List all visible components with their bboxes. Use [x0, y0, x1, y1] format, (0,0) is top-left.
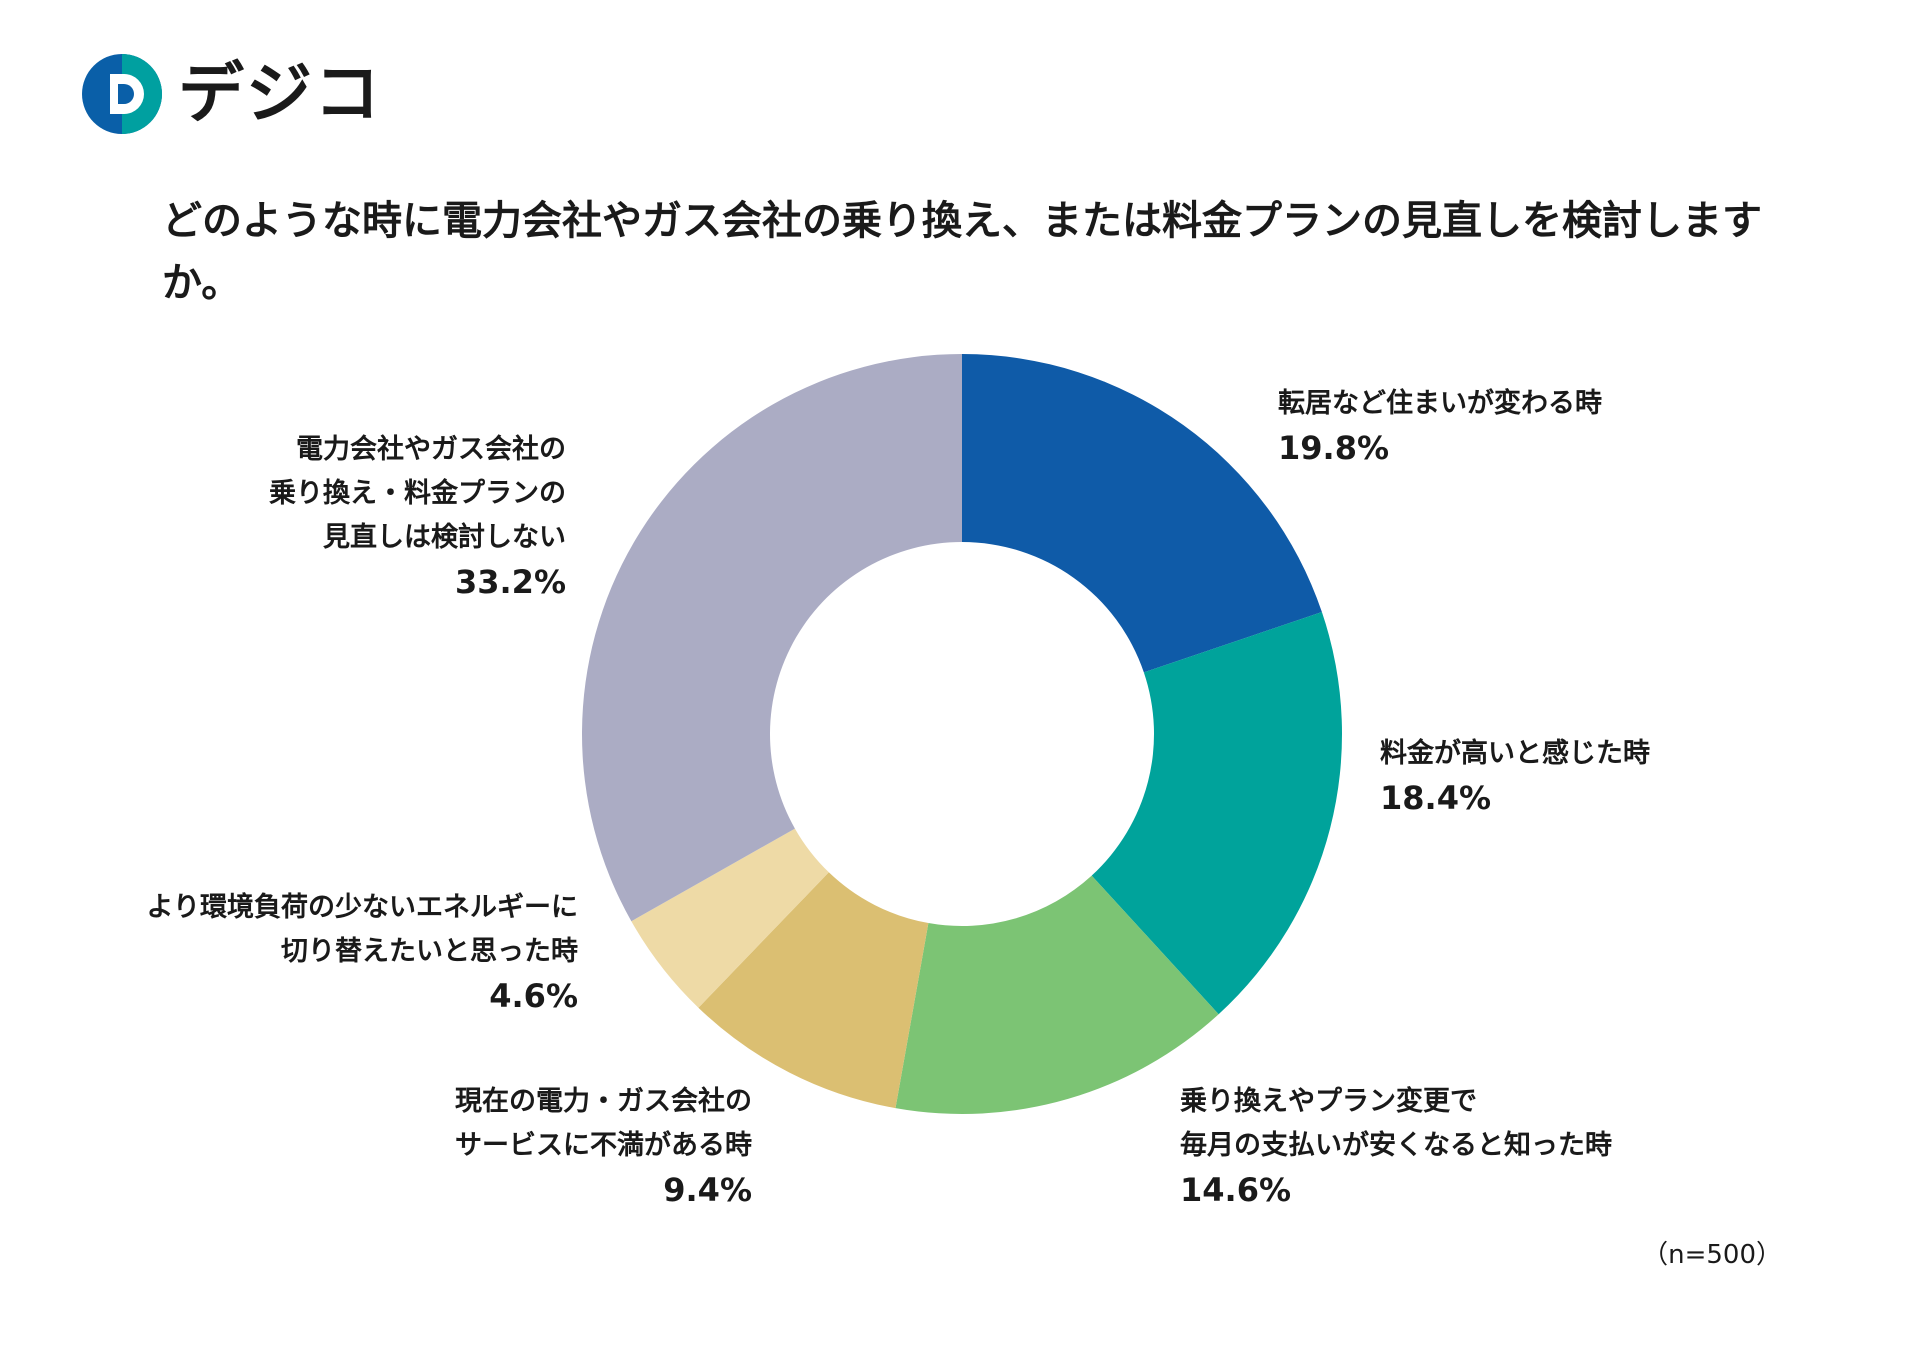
- slice-value-label: 14.6%: [1180, 1171, 1292, 1209]
- slice-label-text: 転居など住まいが変わる時: [1278, 388, 1602, 419]
- brand-name: デジコ: [178, 55, 382, 132]
- slice-label-text: 乗り換えやプラン変更で: [1180, 1086, 1477, 1117]
- sample-size-note: （n=500）: [1642, 1240, 1782, 1270]
- slice-label-text: 料金が高いと感じた時: [1380, 738, 1650, 769]
- slice-label-text: サービスに不満がある時: [455, 1130, 752, 1161]
- slice-label-text: 電力会社やガス会社の: [296, 434, 566, 465]
- slice-value-label: 18.4%: [1380, 779, 1492, 817]
- logo-d-icon: [82, 54, 162, 134]
- donut-slice-1: [962, 354, 1322, 673]
- slice-label-2: 料金が高いと感じた時 18.4%: [1380, 732, 1650, 820]
- slice-label-5: より環境負荷の少ないエネルギーに切り替えたいと思った時 4.6%: [147, 886, 578, 1018]
- donut-slice-5: [631, 828, 829, 1008]
- slice-value-label: 4.6%: [489, 977, 578, 1015]
- slice-value-label: 33.2%: [454, 563, 566, 601]
- donut-slice-4: [698, 872, 929, 1109]
- slice-label-text: 見直しは検討しない: [323, 522, 566, 553]
- donut-slice-3: [895, 875, 1219, 1114]
- slice-label-4: 現在の電力・ガス会社の サービスに不満がある時 9.4%: [455, 1080, 752, 1212]
- donut-slice-2: [1091, 612, 1342, 1015]
- slice-label-6: 電力会社やガス会社の乗り換え・料金プランの見直しは検討しない 33.2%: [269, 428, 566, 604]
- slice-value-label: 9.4%: [663, 1171, 752, 1209]
- slice-label-text: 毎月の支払いが安くなると知った時: [1180, 1130, 1612, 1161]
- slice-label-text: より環境負荷の少ないエネルギーに: [146, 892, 578, 923]
- slice-label-text: 切り替えたいと思った時: [281, 936, 578, 967]
- slice-label-3: 乗り換えやプラン変更で毎月の支払いが安くなると知った時 14.6%: [1180, 1080, 1612, 1212]
- slice-label-text: 現在の電力・ガス会社の: [455, 1086, 752, 1117]
- slice-value-label: 19.8%: [1278, 429, 1390, 467]
- slice-label-1: 転居など住まいが変わる時 19.8%: [1278, 382, 1602, 470]
- brand-logo: デジコ: [80, 52, 382, 136]
- chart-title: どのような時に電力会社やガス会社の乗り換え、または料金プランの見直しを検討します…: [162, 198, 1762, 306]
- slice-label-text: 乗り換え・料金プランの: [269, 478, 566, 509]
- donut-slice-6: [581, 354, 962, 922]
